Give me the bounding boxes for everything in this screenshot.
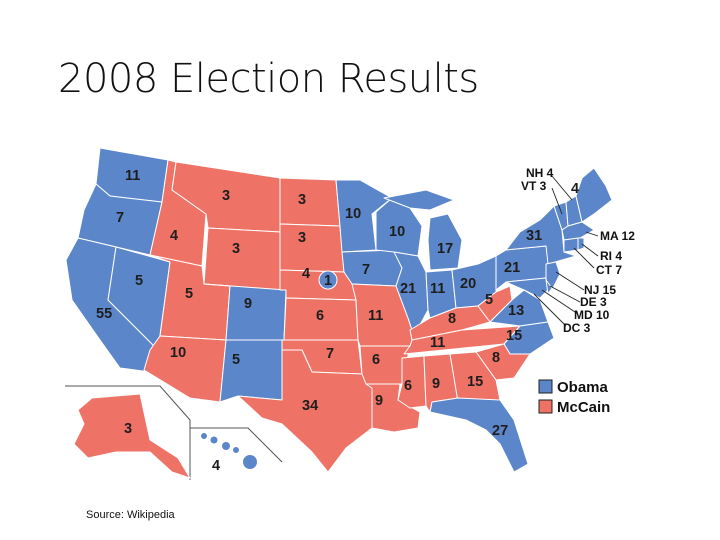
ev-in: 11 (430, 281, 445, 297)
legend-swatch-obama (538, 379, 553, 394)
callout-md: MD 10 (574, 308, 610, 322)
state-ri (577, 237, 585, 251)
ev-ak: 3 (124, 421, 132, 437)
ev-ok: 7 (326, 346, 334, 362)
ev-ks: 6 (316, 308, 324, 324)
ev-ms: 6 (404, 378, 412, 394)
state-me (575, 167, 613, 223)
ev-mn: 10 (345, 206, 361, 222)
ev-sd: 3 (298, 230, 306, 246)
ev-nv: 5 (135, 273, 143, 289)
ev-ga: 15 (467, 374, 483, 390)
us-electoral-map: 11 7 55 5 4 3 3 5 10 9 5 3 3 4 1 6 7 34 … (65, 147, 635, 480)
ev-wa: 11 (125, 168, 140, 184)
callout-de: DE 3 (580, 295, 607, 309)
callout-leaders (533, 175, 599, 327)
ev-ny: 31 (526, 228, 542, 244)
map-legend: Obama McCain (538, 379, 610, 416)
state-ne (279, 269, 357, 301)
legend-swatch-mccain (538, 399, 553, 414)
ev-wv: 5 (485, 292, 493, 308)
ev-oh: 20 (460, 276, 476, 292)
callout-ri: RI 4 (600, 249, 622, 263)
ev-va: 13 (508, 303, 524, 319)
ev-wi: 10 (389, 224, 405, 240)
ev-pa: 21 (504, 260, 520, 276)
state-sd (279, 223, 345, 273)
state-mi-upper (383, 189, 455, 211)
slide-title: 2008 Election Results (58, 56, 479, 102)
ev-hi: 4 (212, 458, 220, 474)
state-ga (449, 351, 501, 403)
legend-label-obama: Obama (557, 379, 609, 396)
ev-mt: 3 (222, 188, 230, 204)
inset-border-alaska (65, 385, 191, 480)
ev-ky: 8 (448, 311, 456, 327)
ev-sc: 8 (492, 350, 500, 366)
ev-ut: 5 (185, 286, 193, 302)
callout-ct: CT 7 (596, 263, 622, 277)
ev-az: 10 (170, 345, 186, 361)
state-ia (341, 249, 403, 287)
ev-wy: 3 (232, 241, 240, 257)
ev-tx: 34 (302, 398, 318, 414)
ev-ne: 4 (302, 266, 310, 282)
callout-nj: NJ 15 (584, 283, 616, 297)
ev-ar: 6 (372, 352, 380, 368)
ev-ne2: 1 (324, 273, 332, 289)
ev-me: 4 (571, 181, 579, 197)
state-de (545, 279, 553, 295)
ev-co: 9 (244, 296, 252, 312)
ne2-marker (318, 270, 338, 290)
ev-il: 21 (400, 281, 416, 297)
ev-nm: 5 (232, 352, 240, 368)
state-wy (203, 227, 281, 291)
legend-label-mccain: McCain (557, 399, 610, 416)
state-mn (335, 179, 393, 253)
callout-dc: DC 3 (563, 321, 591, 335)
state-nm (219, 339, 285, 403)
callout-ma: MA 12 (600, 229, 635, 243)
state-nd (279, 177, 341, 227)
ev-nc: 15 (506, 328, 522, 344)
ev-la: 9 (375, 393, 383, 409)
state-ak (73, 393, 191, 479)
ev-nd: 3 (298, 192, 306, 208)
callout-vt: VT 3 (521, 179, 547, 193)
callout-nh: NH 4 (526, 166, 554, 180)
state-la (365, 383, 421, 433)
state-mi (427, 213, 463, 271)
state-tx (237, 349, 373, 473)
inset-border-hawaii (190, 427, 283, 463)
state-fl (429, 397, 529, 473)
ev-ia: 7 (362, 262, 370, 278)
state-md (505, 277, 549, 299)
ev-fl: 27 (492, 423, 508, 439)
ev-or: 7 (116, 210, 124, 226)
ev-tn: 11 (430, 335, 445, 351)
ev-ca: 55 (96, 306, 112, 322)
ev-mi: 17 (437, 241, 453, 257)
ev-mo: 11 (368, 308, 383, 324)
ev-id: 4 (170, 228, 178, 244)
state-hi (201, 433, 257, 469)
source-caption: Source: Wikipedia (86, 509, 175, 521)
ev-al: 9 (432, 376, 440, 392)
